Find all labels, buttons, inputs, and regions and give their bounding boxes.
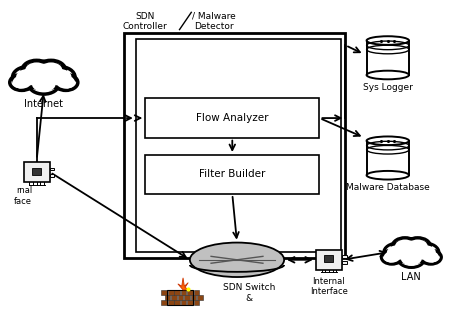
Bar [366, 40, 409, 75]
Text: rnal
face: rnal face [14, 186, 32, 206]
Circle shape [410, 243, 439, 262]
Circle shape [401, 252, 422, 265]
Ellipse shape [366, 36, 409, 45]
Circle shape [43, 66, 75, 88]
Circle shape [23, 61, 64, 89]
Text: Filter Builder: Filter Builder [199, 169, 265, 179]
Circle shape [393, 239, 430, 263]
FancyBboxPatch shape [178, 295, 183, 300]
FancyBboxPatch shape [194, 300, 200, 305]
Circle shape [36, 60, 65, 80]
Ellipse shape [366, 171, 409, 179]
Circle shape [395, 240, 415, 253]
Text: Internet: Internet [24, 99, 64, 109]
Text: / Malware
Detector: / Malware Detector [191, 12, 235, 31]
Circle shape [405, 238, 430, 255]
FancyBboxPatch shape [187, 300, 193, 305]
Polygon shape [178, 278, 190, 290]
Circle shape [40, 63, 62, 77]
FancyBboxPatch shape [342, 261, 346, 264]
FancyBboxPatch shape [187, 290, 193, 295]
Ellipse shape [190, 243, 284, 277]
FancyBboxPatch shape [184, 295, 190, 300]
Circle shape [12, 76, 31, 89]
FancyBboxPatch shape [194, 290, 200, 295]
Circle shape [384, 243, 412, 262]
Circle shape [46, 69, 72, 85]
FancyBboxPatch shape [50, 167, 55, 170]
FancyBboxPatch shape [162, 300, 167, 305]
FancyBboxPatch shape [32, 167, 41, 175]
FancyBboxPatch shape [168, 290, 173, 295]
FancyBboxPatch shape [342, 255, 346, 258]
Circle shape [383, 252, 400, 263]
FancyBboxPatch shape [171, 295, 177, 300]
FancyBboxPatch shape [124, 33, 346, 258]
FancyBboxPatch shape [181, 300, 186, 305]
Circle shape [387, 245, 409, 260]
Circle shape [16, 69, 41, 85]
Circle shape [414, 245, 436, 260]
FancyBboxPatch shape [145, 99, 319, 138]
Text: LAN: LAN [401, 272, 421, 282]
FancyBboxPatch shape [174, 290, 180, 295]
FancyBboxPatch shape [197, 295, 203, 300]
Circle shape [54, 75, 78, 90]
FancyBboxPatch shape [50, 174, 55, 177]
FancyBboxPatch shape [174, 300, 180, 305]
Circle shape [22, 60, 51, 80]
FancyBboxPatch shape [316, 250, 342, 270]
Circle shape [28, 74, 59, 94]
Circle shape [12, 66, 45, 88]
FancyBboxPatch shape [24, 162, 50, 182]
FancyBboxPatch shape [162, 290, 167, 295]
Text: Sys Logger: Sys Logger [363, 83, 413, 92]
Circle shape [27, 64, 60, 86]
Circle shape [56, 76, 75, 89]
Circle shape [10, 75, 34, 90]
Circle shape [408, 240, 428, 253]
Bar [366, 141, 409, 175]
Circle shape [397, 241, 426, 260]
FancyBboxPatch shape [145, 155, 319, 194]
Circle shape [420, 250, 441, 264]
FancyBboxPatch shape [324, 255, 333, 262]
FancyBboxPatch shape [168, 300, 173, 305]
Ellipse shape [366, 137, 409, 145]
Text: SDN Switch
&: SDN Switch & [223, 283, 275, 303]
Circle shape [392, 238, 418, 255]
Circle shape [398, 250, 425, 267]
FancyBboxPatch shape [181, 290, 186, 295]
FancyBboxPatch shape [136, 39, 341, 252]
Text: SDN
Controller: SDN Controller [123, 12, 167, 31]
Text: Flow Analyzer: Flow Analyzer [196, 113, 269, 123]
Circle shape [32, 76, 55, 92]
Ellipse shape [366, 71, 409, 79]
Circle shape [25, 63, 48, 77]
Text: Malware Database: Malware Database [346, 183, 429, 192]
Circle shape [381, 250, 402, 264]
FancyBboxPatch shape [191, 295, 196, 300]
FancyBboxPatch shape [165, 295, 170, 300]
Circle shape [422, 252, 439, 263]
Text: Internal
Interface: Internal Interface [310, 277, 348, 296]
